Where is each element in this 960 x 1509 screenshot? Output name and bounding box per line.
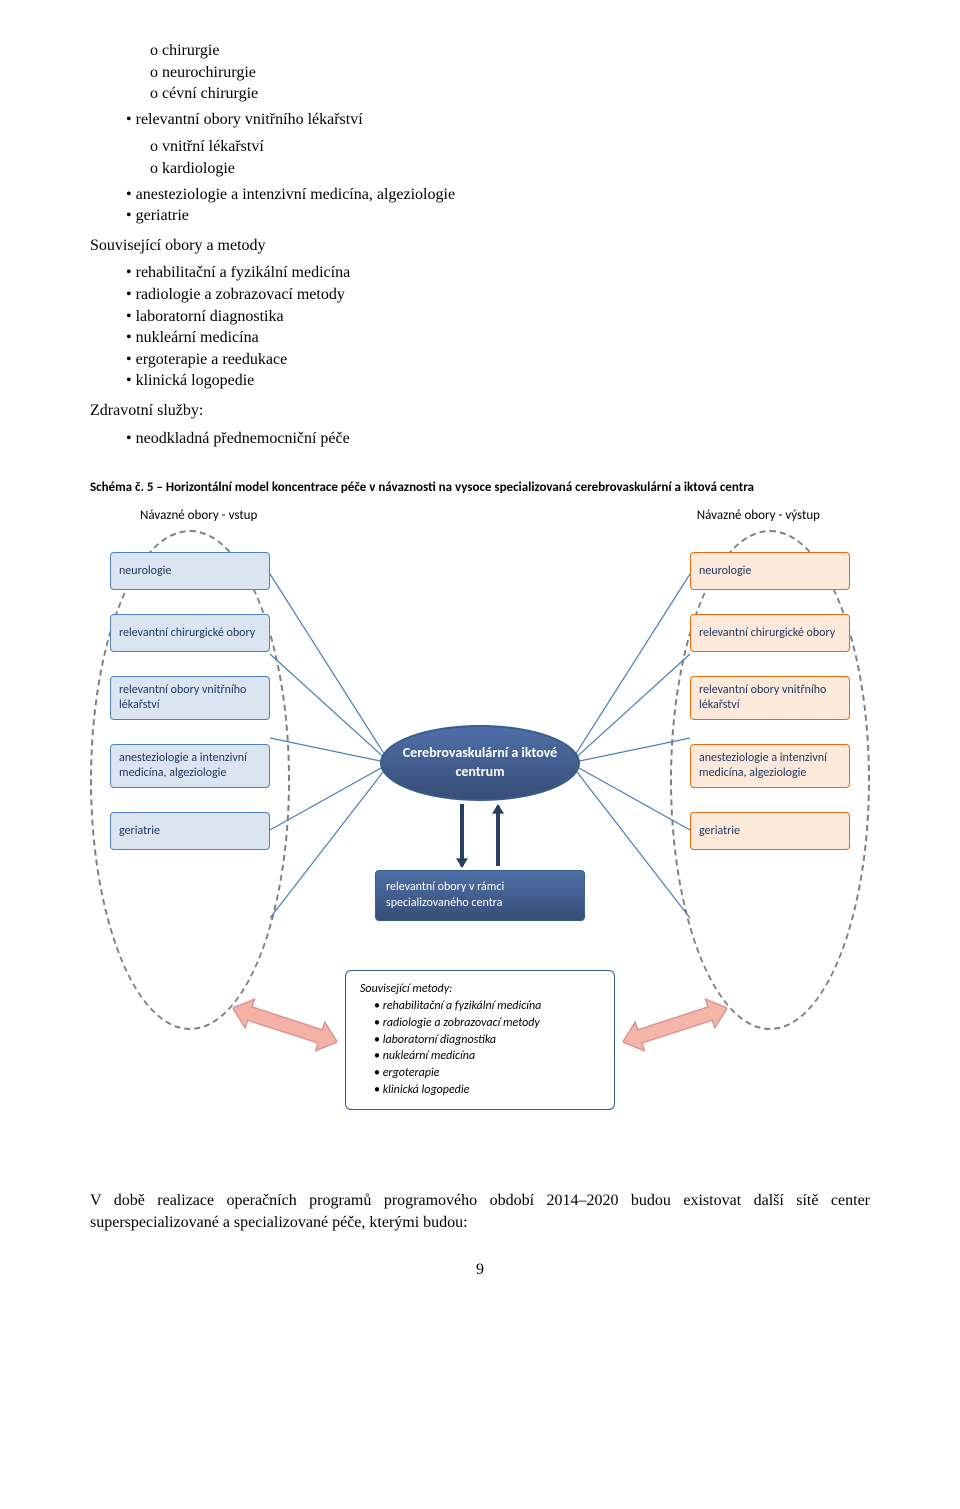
node-left: neurologie bbox=[110, 552, 270, 590]
center-node-label: Cerebrovaskulární a iktové centrum bbox=[382, 744, 578, 782]
bullet-item: ergoterapie a reedukace bbox=[126, 349, 870, 371]
bullet-item: anesteziologie a intenzivní medicína, al… bbox=[126, 184, 870, 206]
node-right: relevantní chirurgické obory bbox=[690, 614, 850, 652]
node-left: anesteziologie a intenzivní medicína, al… bbox=[110, 744, 270, 788]
schema-title: Schéma č. 5 – Horizontální model koncent… bbox=[90, 479, 870, 497]
sublist-2: vnitřní lékařství kardiologie bbox=[150, 136, 870, 179]
heading-services: Zdravotní služby: bbox=[90, 400, 870, 422]
diagram-canvas: neurologie relevantní chirurgické obory … bbox=[90, 530, 870, 1150]
method-item: radiologie a zobrazovací metody bbox=[374, 1015, 600, 1032]
center-node: Cerebrovaskulární a iktové centrum bbox=[380, 725, 580, 801]
bullet-item: geriatrie bbox=[126, 205, 870, 227]
bullet-item: nukleární medicína bbox=[126, 327, 870, 349]
bullet-item: radiologie a zobrazovací metody bbox=[126, 284, 870, 306]
bullet-item: laboratorní diagnostika bbox=[126, 306, 870, 328]
methods-title: Související metody: bbox=[360, 981, 600, 998]
bullet-item: neodkladná přednemocniční péče bbox=[126, 428, 870, 450]
below-center-box: relevantní obory v rámci specializovanéh… bbox=[375, 870, 585, 920]
big-arrow-left bbox=[227, 992, 342, 1058]
bullet-2: anesteziologie a intenzivní medicína, al… bbox=[126, 184, 870, 227]
big-arrow-right bbox=[617, 992, 732, 1058]
sub-item: neurochirurgie bbox=[150, 62, 870, 84]
page-number: 9 bbox=[90, 1259, 870, 1281]
node-right: neurologie bbox=[690, 552, 850, 590]
node-left: relevantní obory vnitřního lékařství bbox=[110, 676, 270, 720]
footer-paragraph: V době realizace operačních programů pro… bbox=[90, 1190, 870, 1233]
right-col-header: Návazné obory - výstup bbox=[697, 507, 820, 525]
method-item: rehabilitační a fyzikální medicína bbox=[374, 998, 600, 1015]
schema-col-headers: Návazné obory - vstup Návazné obory - vý… bbox=[90, 507, 870, 525]
methods-box: Související metody: rehabilitační a fyzi… bbox=[345, 970, 615, 1110]
sub-item: kardiologie bbox=[150, 158, 870, 180]
sublist-1: chirurgie neurochirurgie cévní chirurgie bbox=[150, 40, 870, 105]
method-item: laboratorní diagnostika bbox=[374, 1032, 600, 1049]
node-right: geriatrie bbox=[690, 812, 850, 850]
bullet-item: klinická logopedie bbox=[126, 370, 870, 392]
method-item: klinická logopedie bbox=[374, 1082, 600, 1099]
node-left: geriatrie bbox=[110, 812, 270, 850]
left-node-column: neurologie relevantní chirurgické obory … bbox=[110, 552, 270, 850]
node-left: relevantní chirurgické obory bbox=[110, 614, 270, 652]
sub-item: chirurgie bbox=[150, 40, 870, 62]
method-item: ergoterapie bbox=[374, 1065, 600, 1082]
bullet-item: relevantní obory vnitřního lékařství bbox=[126, 109, 870, 131]
node-right: anesteziologie a intenzivní medicína, al… bbox=[690, 744, 850, 788]
bullet-item: rehabilitační a fyzikální medicína bbox=[126, 262, 870, 284]
text-top-section: chirurgie neurochirurgie cévní chirurgie… bbox=[90, 40, 870, 449]
schema-container: Schéma č. 5 – Horizontální model koncent… bbox=[90, 479, 870, 1150]
sub-item: cévní chirurgie bbox=[150, 83, 870, 105]
right-node-column: neurologie relevantní chirurgické obory … bbox=[690, 552, 850, 850]
node-right: relevantní obory vnitřního lékařství bbox=[690, 676, 850, 720]
list-services: neodkladná přednemocniční péče bbox=[126, 428, 870, 450]
bullet-1: relevantní obory vnitřního lékařství bbox=[126, 109, 870, 131]
left-col-header: Návazné obory - vstup bbox=[140, 507, 257, 525]
method-item: nukleární medicína bbox=[374, 1048, 600, 1065]
heading-related: Související obory a metody bbox=[90, 235, 870, 257]
below-center-label: relevantní obory v rámci specializovanéh… bbox=[386, 880, 504, 910]
list-related: rehabilitační a fyzikální medicína radio… bbox=[126, 262, 870, 392]
sub-item: vnitřní lékařství bbox=[150, 136, 870, 158]
